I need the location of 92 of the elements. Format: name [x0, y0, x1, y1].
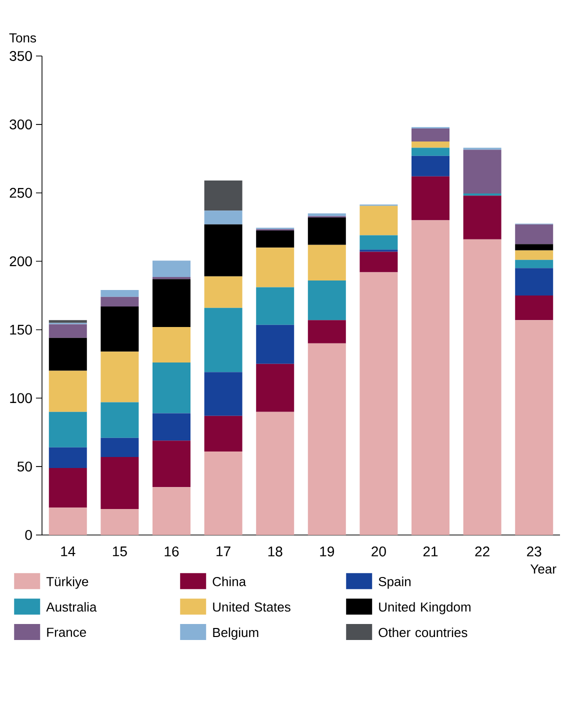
x-tick-label: 20: [372, 546, 386, 556]
bar: [256, 324, 294, 364]
legend-label: United Kingdom: [379, 602, 470, 614]
bar: [48, 508, 87, 535]
bar: [463, 150, 502, 194]
bar: [204, 180, 242, 211]
bar: [515, 260, 554, 268]
bar: [152, 413, 190, 441]
bar: [463, 239, 502, 535]
y-tick-label: 250: [10, 188, 32, 198]
bar: [48, 412, 87, 448]
bar: [515, 320, 554, 535]
bar: [412, 148, 450, 156]
bar: [152, 440, 190, 488]
bar: [515, 268, 554, 296]
y-tick-label: 200: [10, 256, 32, 266]
y-tick-label: 150: [10, 324, 32, 335]
legend-label: United States: [213, 602, 290, 612]
bar: [204, 210, 242, 224]
bar: [308, 244, 346, 280]
bar: [256, 364, 294, 412]
bar: [515, 224, 554, 244]
bar: [256, 287, 294, 325]
bar: [515, 296, 554, 320]
bar: [100, 290, 139, 297]
y-tick-label: 100: [10, 393, 32, 404]
bar: [256, 248, 294, 288]
bar: [48, 447, 87, 468]
x-tick-label: 17: [216, 546, 230, 556]
bar: [515, 244, 554, 250]
x-tick-label: 23: [527, 546, 542, 556]
bar: [360, 252, 398, 272]
x-tick-label: 18: [268, 546, 282, 556]
legend-label: Belgium: [213, 628, 258, 640]
bar: [463, 196, 502, 240]
bar: [100, 352, 139, 402]
bar: [152, 487, 190, 535]
bar: [48, 320, 87, 323]
bar: [308, 343, 346, 535]
bar: [308, 280, 346, 320]
bar: [100, 296, 139, 306]
bar: [256, 412, 294, 535]
bar: [100, 456, 139, 509]
bar: [204, 276, 242, 308]
bar: [412, 142, 450, 148]
legend-label: Türkiye: [46, 576, 88, 589]
legend-label: Spain: [378, 576, 411, 589]
bar: [100, 508, 139, 535]
bar: [48, 324, 87, 338]
bar: [204, 308, 242, 372]
x-tick-label: 21: [423, 546, 438, 556]
bar: [308, 217, 346, 245]
x-axis-title: Year: [530, 564, 556, 574]
bar: [360, 235, 398, 250]
bar: [48, 370, 87, 412]
y-axis-title: Tons: [9, 33, 36, 42]
bar: [100, 306, 139, 352]
bar: [152, 326, 190, 363]
y-tick-label: 350: [10, 51, 32, 61]
x-tick-label: 16: [164, 546, 179, 556]
legend-label: France: [47, 628, 86, 637]
bar: [100, 402, 139, 438]
bar: [308, 320, 346, 344]
bar: [204, 452, 242, 535]
x-tick-label: 22: [475, 546, 490, 556]
bar: [308, 213, 346, 216]
x-tick-label: 15: [112, 546, 127, 556]
bar: [152, 279, 190, 327]
y-tick-label: 0: [25, 530, 32, 540]
bar: [100, 438, 139, 457]
bar: [204, 224, 242, 276]
x-tick-label: 14: [61, 546, 76, 556]
bar: [256, 230, 294, 248]
bar: [204, 416, 242, 452]
bar: [412, 220, 450, 535]
legend-label: China: [212, 576, 246, 586]
bar: [412, 176, 450, 220]
legend-label: Australia: [46, 602, 97, 612]
x-tick-label: 19: [320, 546, 334, 556]
y-tick-label: 50: [17, 462, 32, 472]
bar: [515, 250, 554, 260]
bar: [152, 362, 190, 414]
bar: [48, 468, 87, 508]
bar: [204, 372, 242, 416]
bar: [412, 156, 450, 176]
bar: [412, 128, 450, 142]
legend-label: Other countries: [378, 628, 468, 638]
bar: [152, 260, 190, 278]
bar: [48, 338, 87, 371]
bar: [360, 272, 398, 535]
bar: [360, 206, 398, 236]
y-tick-label: 300: [10, 119, 32, 130]
